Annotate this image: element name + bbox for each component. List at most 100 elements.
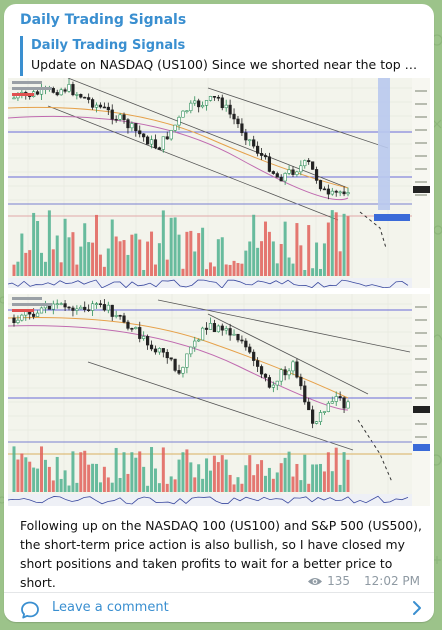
candle-body [232,333,236,336]
candle-body [138,327,142,339]
volume-bar [315,242,319,276]
volume-bar [51,249,55,276]
leave-comment-label: Leave a comment [52,600,169,615]
candle-body [201,104,205,108]
reply-preview[interactable]: Daily Trading Signals Update on NASDAQ (… [20,36,424,76]
volume-bar [20,453,24,492]
trend-line [47,105,339,221]
candle-body [94,303,99,305]
volume-bar [71,451,75,492]
volume-bar [260,241,264,276]
volume-bar [271,478,275,492]
candle-body [165,351,169,359]
candle-body [330,190,334,195]
candle-body [16,319,20,323]
candle-body [240,123,244,134]
volume-bar [260,460,264,492]
candle-body [173,124,177,131]
candle-body [149,344,154,350]
volume-bar [55,235,59,276]
candle-body [224,104,228,109]
volume-bar [252,475,256,492]
oscillator-panel [8,278,412,288]
candle-body [275,380,279,386]
volume-bar [201,227,205,276]
candle-body [326,402,330,412]
oscillator-line [8,495,409,505]
trend-line [207,87,389,149]
candle-body [51,303,55,310]
candle-body [12,97,16,100]
volume-bar [279,463,283,492]
volume-bar [287,257,291,276]
chart-image-us100[interactable] [8,78,430,288]
candle-body [126,119,130,129]
candle-body [244,340,248,348]
volume-bar [197,464,201,492]
volume-bar [40,252,44,276]
volume-bar [322,471,326,492]
candle-body [189,346,193,355]
candle-body [197,100,201,108]
candle-body [161,136,165,150]
volume-bar [28,250,32,276]
volume-bar [36,468,40,492]
volume-bar [95,214,99,276]
us100-chart-graphic [8,78,430,288]
chart-image-us500[interactable] [8,294,430,506]
volume-bar [275,263,279,276]
candle-body [330,401,334,404]
volume-bar [299,480,303,492]
candle-body [228,328,232,336]
candle-body [334,396,338,402]
volume-bar [122,240,126,276]
candle-body [181,110,185,118]
candle-body [118,315,122,317]
candle-body [102,304,106,311]
volume-bar [295,463,299,492]
volume-bar [181,268,185,276]
volume-bar [153,264,157,276]
volume-bar [177,234,181,276]
volume-bar [161,447,165,492]
volume-bar [114,447,118,492]
volume-bar [16,459,20,492]
volume-bar [232,484,236,492]
leave-comment-button[interactable]: Leave a comment [4,596,434,622]
projection-arrow [357,419,393,483]
candle-body [220,325,224,331]
message-meta: 135 12:02 PM [307,574,420,588]
volume-bar [330,471,334,492]
volume-bar [299,245,303,276]
candle-body [59,303,63,305]
candle-body [59,89,63,96]
candle-body [303,385,307,403]
candle-body [87,97,91,100]
volume-bar [295,223,299,276]
volume-bar [134,457,138,492]
reply-text: Update on NASDAQ (US100) Since we shorte… [31,57,424,72]
candle-body [252,351,256,361]
candle-body [291,169,295,175]
candle-body [303,160,307,167]
candle-body [311,409,315,424]
message-time: 12:02 PM [364,574,420,588]
candle-body [114,118,118,121]
channel-name[interactable]: Daily Trading Signals [20,12,187,28]
volume-bar [87,464,91,492]
volume-bar [173,479,177,492]
candle-body [295,361,299,378]
volume-bar [283,221,287,276]
candle-body [256,360,260,367]
volume-bar [16,261,20,276]
candle-body [134,123,138,132]
volume-bar [271,241,275,276]
candle-body [314,421,319,424]
volume-bar [232,260,236,276]
candle-body [67,84,71,92]
volume-bar [208,262,212,276]
volume-bar [248,455,252,492]
candle-body [138,130,142,135]
volume-bar [134,233,138,276]
volume-bar [224,264,228,276]
